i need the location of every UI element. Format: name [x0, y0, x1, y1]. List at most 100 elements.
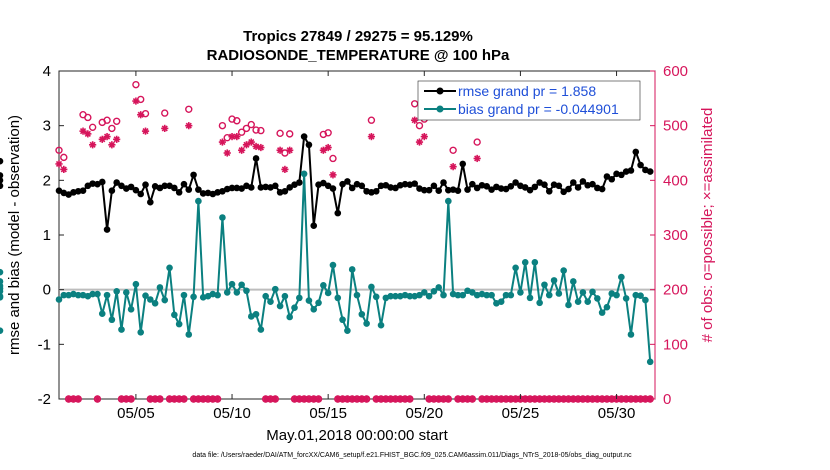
- bias-point: [594, 295, 601, 302]
- bias-point: [122, 289, 130, 296]
- y-tick-label-right: 600: [663, 63, 688, 80]
- rmse-point: [598, 185, 606, 193]
- rmse-point: [632, 148, 640, 156]
- rmse-point: [512, 179, 519, 186]
- obs-possible-marker: [247, 120, 255, 129]
- bias-point: [536, 299, 543, 307]
- obs-assimilated-marker: [161, 124, 169, 132]
- rmse-point: [89, 180, 96, 187]
- chart-subtitle: RADIOSONDE_TEMPERATURE @ 100 hPa: [207, 47, 510, 64]
- obs-assimilated-marker: [420, 133, 428, 141]
- rmse-point: [521, 184, 529, 191]
- obs-assimilated-marker: [79, 127, 87, 135]
- rmse-point: [339, 180, 346, 188]
- legend: rmse grand pr = 1.858 bias grand pr = -0…: [417, 80, 641, 121]
- y-tick-label-right: 500: [663, 118, 688, 135]
- legend-rmse-marker: [436, 87, 444, 95]
- obs-assimilated-marker: [242, 141, 251, 149]
- obs-assimilated-marker: [108, 141, 116, 149]
- obs-assimilated-marker: [314, 395, 323, 403]
- obs-assimilated-marker: [257, 143, 265, 152]
- rmse-point: [473, 184, 481, 192]
- bias-point: [339, 316, 346, 324]
- obs-assimilated-marker: [238, 146, 246, 154]
- obs-assimilated-marker: [363, 395, 371, 403]
- obs-assimilated-marker: [449, 163, 457, 171]
- bias-point: [483, 291, 491, 299]
- bias-point: [589, 288, 596, 296]
- bias-point: [55, 296, 63, 303]
- bias-point: [324, 289, 332, 297]
- bias-point: [454, 291, 462, 299]
- y-tick-label-right: 300: [663, 227, 688, 244]
- rmse-point: [372, 187, 380, 195]
- obs-possible-marker: [473, 138, 481, 146]
- y-tick-label-right: 200: [663, 282, 688, 299]
- bias-point: [315, 299, 322, 307]
- bias-point: [276, 302, 284, 310]
- bias-point: [584, 298, 592, 305]
- bias-point: [531, 259, 539, 266]
- bias-point: [0, 278, 4, 285]
- bias-point: [574, 298, 582, 305]
- rmse-point: [377, 182, 385, 190]
- bias-point: [166, 264, 173, 272]
- rmse-point: [161, 182, 169, 190]
- rmse-point: [603, 173, 611, 180]
- rmse-point: [310, 222, 318, 230]
- rmse-point: [430, 182, 438, 190]
- rmse-point: [608, 175, 616, 183]
- bias-point: [512, 264, 519, 272]
- obs-assimilated-marker: [281, 165, 289, 173]
- bias-point: [185, 331, 193, 338]
- rmse-point: [411, 180, 418, 187]
- rmse-point: [526, 186, 534, 194]
- obs-possible-marker: [161, 109, 169, 117]
- rmse-point: [637, 161, 644, 169]
- rmse-point: [497, 185, 505, 192]
- rmse-point: [425, 186, 433, 194]
- obs-assimilated-marker: [218, 138, 227, 146]
- bias-point: [296, 294, 303, 302]
- rmse-point: [0, 157, 4, 165]
- bias-point: [416, 291, 423, 299]
- bias-point: [233, 289, 241, 296]
- bias-point: [420, 289, 428, 296]
- y-tick-label-right: 100: [663, 336, 688, 353]
- rmse-point: [392, 184, 399, 192]
- bias-point: [353, 291, 361, 299]
- bias-point: [440, 291, 447, 299]
- bias-point: [387, 292, 394, 300]
- rmse-point: [271, 182, 279, 190]
- bias-point: [497, 298, 505, 305]
- obs-assimilated-marker: [98, 135, 106, 143]
- bias-point: [103, 291, 111, 299]
- x-tick-label: 05/10: [213, 405, 251, 422]
- rmse-point: [579, 178, 587, 185]
- bias-point: [541, 281, 548, 289]
- y-tick-label-left: -2: [38, 391, 51, 408]
- bias-point: [137, 329, 145, 336]
- obs-possible-marker: [132, 80, 140, 89]
- obs-assimilated-marker: [329, 171, 337, 179]
- obs-possible-marker: [218, 121, 227, 130]
- bias-point: [223, 289, 231, 296]
- obs-assimilated-marker: [156, 395, 164, 403]
- bias-point: [329, 261, 337, 269]
- bias-point: [545, 291, 553, 299]
- x-tick-label: 05/15: [309, 405, 347, 422]
- rmse-point: [589, 180, 596, 188]
- bias-point: [569, 278, 577, 285]
- rmse-point: [195, 186, 202, 193]
- rmse-point: [560, 188, 567, 196]
- rmse-point: [247, 184, 255, 191]
- bias-point: [507, 291, 515, 299]
- bias-point: [526, 294, 534, 302]
- obs-assimilated-marker: [60, 165, 68, 173]
- bias-point: [334, 294, 342, 302]
- bias-point: [238, 281, 245, 289]
- y-tick-label-left: -1: [38, 336, 51, 353]
- rmse-point: [469, 180, 476, 188]
- obs-assimilated-marker: [286, 146, 294, 154]
